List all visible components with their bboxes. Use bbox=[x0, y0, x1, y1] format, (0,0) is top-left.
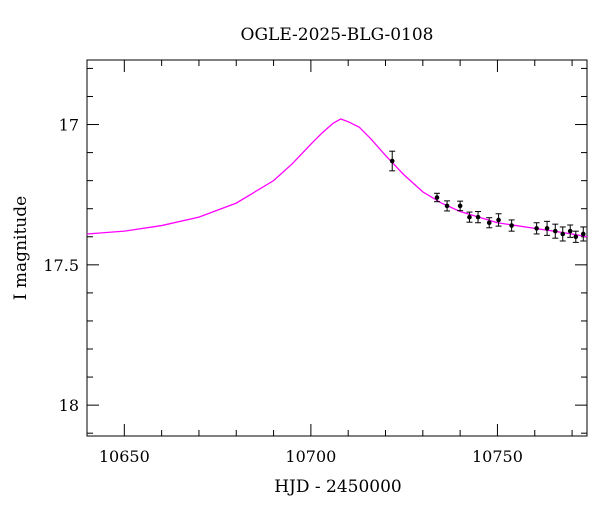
data-point bbox=[496, 217, 501, 223]
x-axis-ticks: 10650 10700 10750 bbox=[86, 60, 573, 466]
y-axis-ticks: 17 17.5 18 bbox=[43, 67, 587, 434]
data-point bbox=[560, 231, 566, 237]
data-point bbox=[467, 214, 472, 220]
plot-frame bbox=[86, 59, 588, 437]
data-point bbox=[444, 203, 450, 209]
data-point bbox=[534, 226, 539, 231]
data-point bbox=[544, 226, 550, 231]
data-point bbox=[475, 214, 481, 220]
y-axis-label: I magnitude bbox=[11, 196, 31, 300]
x-tick-label: 10650 bbox=[99, 447, 150, 466]
data-point bbox=[509, 223, 514, 228]
plot-area bbox=[86, 118, 588, 243]
data-point bbox=[567, 228, 573, 234]
data-point bbox=[486, 220, 492, 226]
data-point bbox=[457, 203, 463, 209]
y-tick-label: 17 bbox=[59, 116, 79, 135]
data-point bbox=[573, 234, 579, 240]
model-curve bbox=[86, 118, 588, 238]
x-tick-label: 10700 bbox=[285, 447, 336, 466]
y-tick-label: 18 bbox=[59, 396, 79, 415]
data-point bbox=[389, 158, 395, 164]
x-axis-label: HJD - 2450000 bbox=[274, 477, 402, 497]
data-point bbox=[580, 231, 586, 237]
chart-title: OGLE-2025-BLG-0108 bbox=[241, 25, 434, 45]
x-tick-label: 10750 bbox=[472, 447, 523, 466]
y-tick-label: 17.5 bbox=[43, 256, 79, 275]
data-point bbox=[434, 195, 440, 200]
data-point bbox=[552, 228, 558, 234]
